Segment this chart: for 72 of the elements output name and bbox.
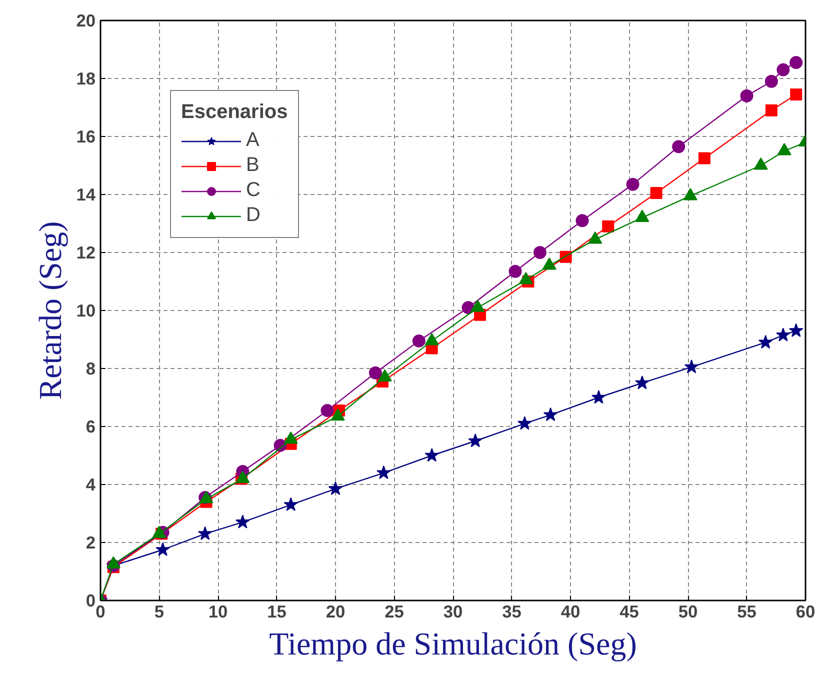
point (764, 74, 778, 88)
point (470, 300, 485, 312)
point (424, 332, 439, 346)
x-axis-title: Tiempo de Simulación (Seg) (269, 626, 637, 662)
point (635, 376, 650, 390)
y-tick-label: 14 (76, 184, 96, 204)
point (518, 416, 532, 430)
point (328, 481, 343, 496)
point (508, 264, 522, 278)
point (602, 220, 614, 232)
point (788, 323, 804, 337)
point (626, 178, 640, 191)
legend-label: B (246, 154, 260, 177)
x-tick-label: 15 (267, 602, 287, 622)
point (684, 360, 699, 374)
point (790, 88, 802, 100)
point (152, 526, 166, 538)
point (776, 63, 790, 76)
x-tick-label: 45 (620, 602, 640, 622)
y-tick-label: 18 (76, 68, 96, 88)
point (592, 390, 606, 404)
y-tick-label: 6 (86, 416, 96, 436)
point (284, 497, 298, 511)
point (468, 434, 482, 448)
y-tick-label: 10 (76, 300, 96, 320)
point (106, 556, 120, 569)
legend-title: Escenarios (181, 101, 288, 124)
y-tick-label: 16 (76, 126, 96, 146)
y-tick-label: 4 (86, 474, 96, 494)
point (236, 470, 250, 483)
legend-label: D (246, 204, 262, 227)
y-tick-label: 8 (86, 358, 96, 378)
x-tick-label: 10 (208, 602, 228, 622)
point (650, 187, 662, 200)
point (412, 334, 426, 348)
y-tick-label: 12 (76, 242, 96, 262)
point (542, 258, 556, 270)
legend-label: A (246, 129, 260, 152)
point (330, 408, 345, 421)
x-tick-label: 20 (326, 602, 346, 622)
point (776, 328, 790, 342)
point (368, 366, 382, 380)
x-tick-label: 5 (154, 602, 164, 622)
point (765, 104, 778, 116)
x-tick-label: 55 (737, 602, 757, 622)
x-tick-label: 30 (443, 602, 463, 622)
y-tick-label: 2 (86, 532, 96, 552)
point (284, 432, 298, 444)
point (518, 272, 533, 284)
point (543, 407, 558, 422)
point (576, 214, 589, 228)
point (672, 140, 686, 154)
y-tick-label: 20 (76, 10, 96, 30)
point (790, 56, 803, 70)
point (698, 152, 710, 164)
point (156, 542, 170, 556)
point (376, 465, 391, 480)
point (740, 89, 754, 102)
x-tick-label: 40 (560, 602, 580, 622)
legend-label: C (246, 179, 262, 202)
x-tick-label: 60 (796, 602, 816, 622)
x-tick-label: 25 (384, 602, 404, 622)
point (236, 514, 250, 528)
point (378, 369, 392, 382)
point (758, 334, 773, 349)
point (320, 404, 334, 418)
point (424, 448, 440, 462)
point (533, 246, 546, 259)
y-axis-title: Retardo (Seg) (32, 221, 68, 400)
x-tick-label: 35 (502, 602, 522, 622)
x-tick-label: 50 (678, 602, 698, 622)
point (198, 526, 212, 540)
